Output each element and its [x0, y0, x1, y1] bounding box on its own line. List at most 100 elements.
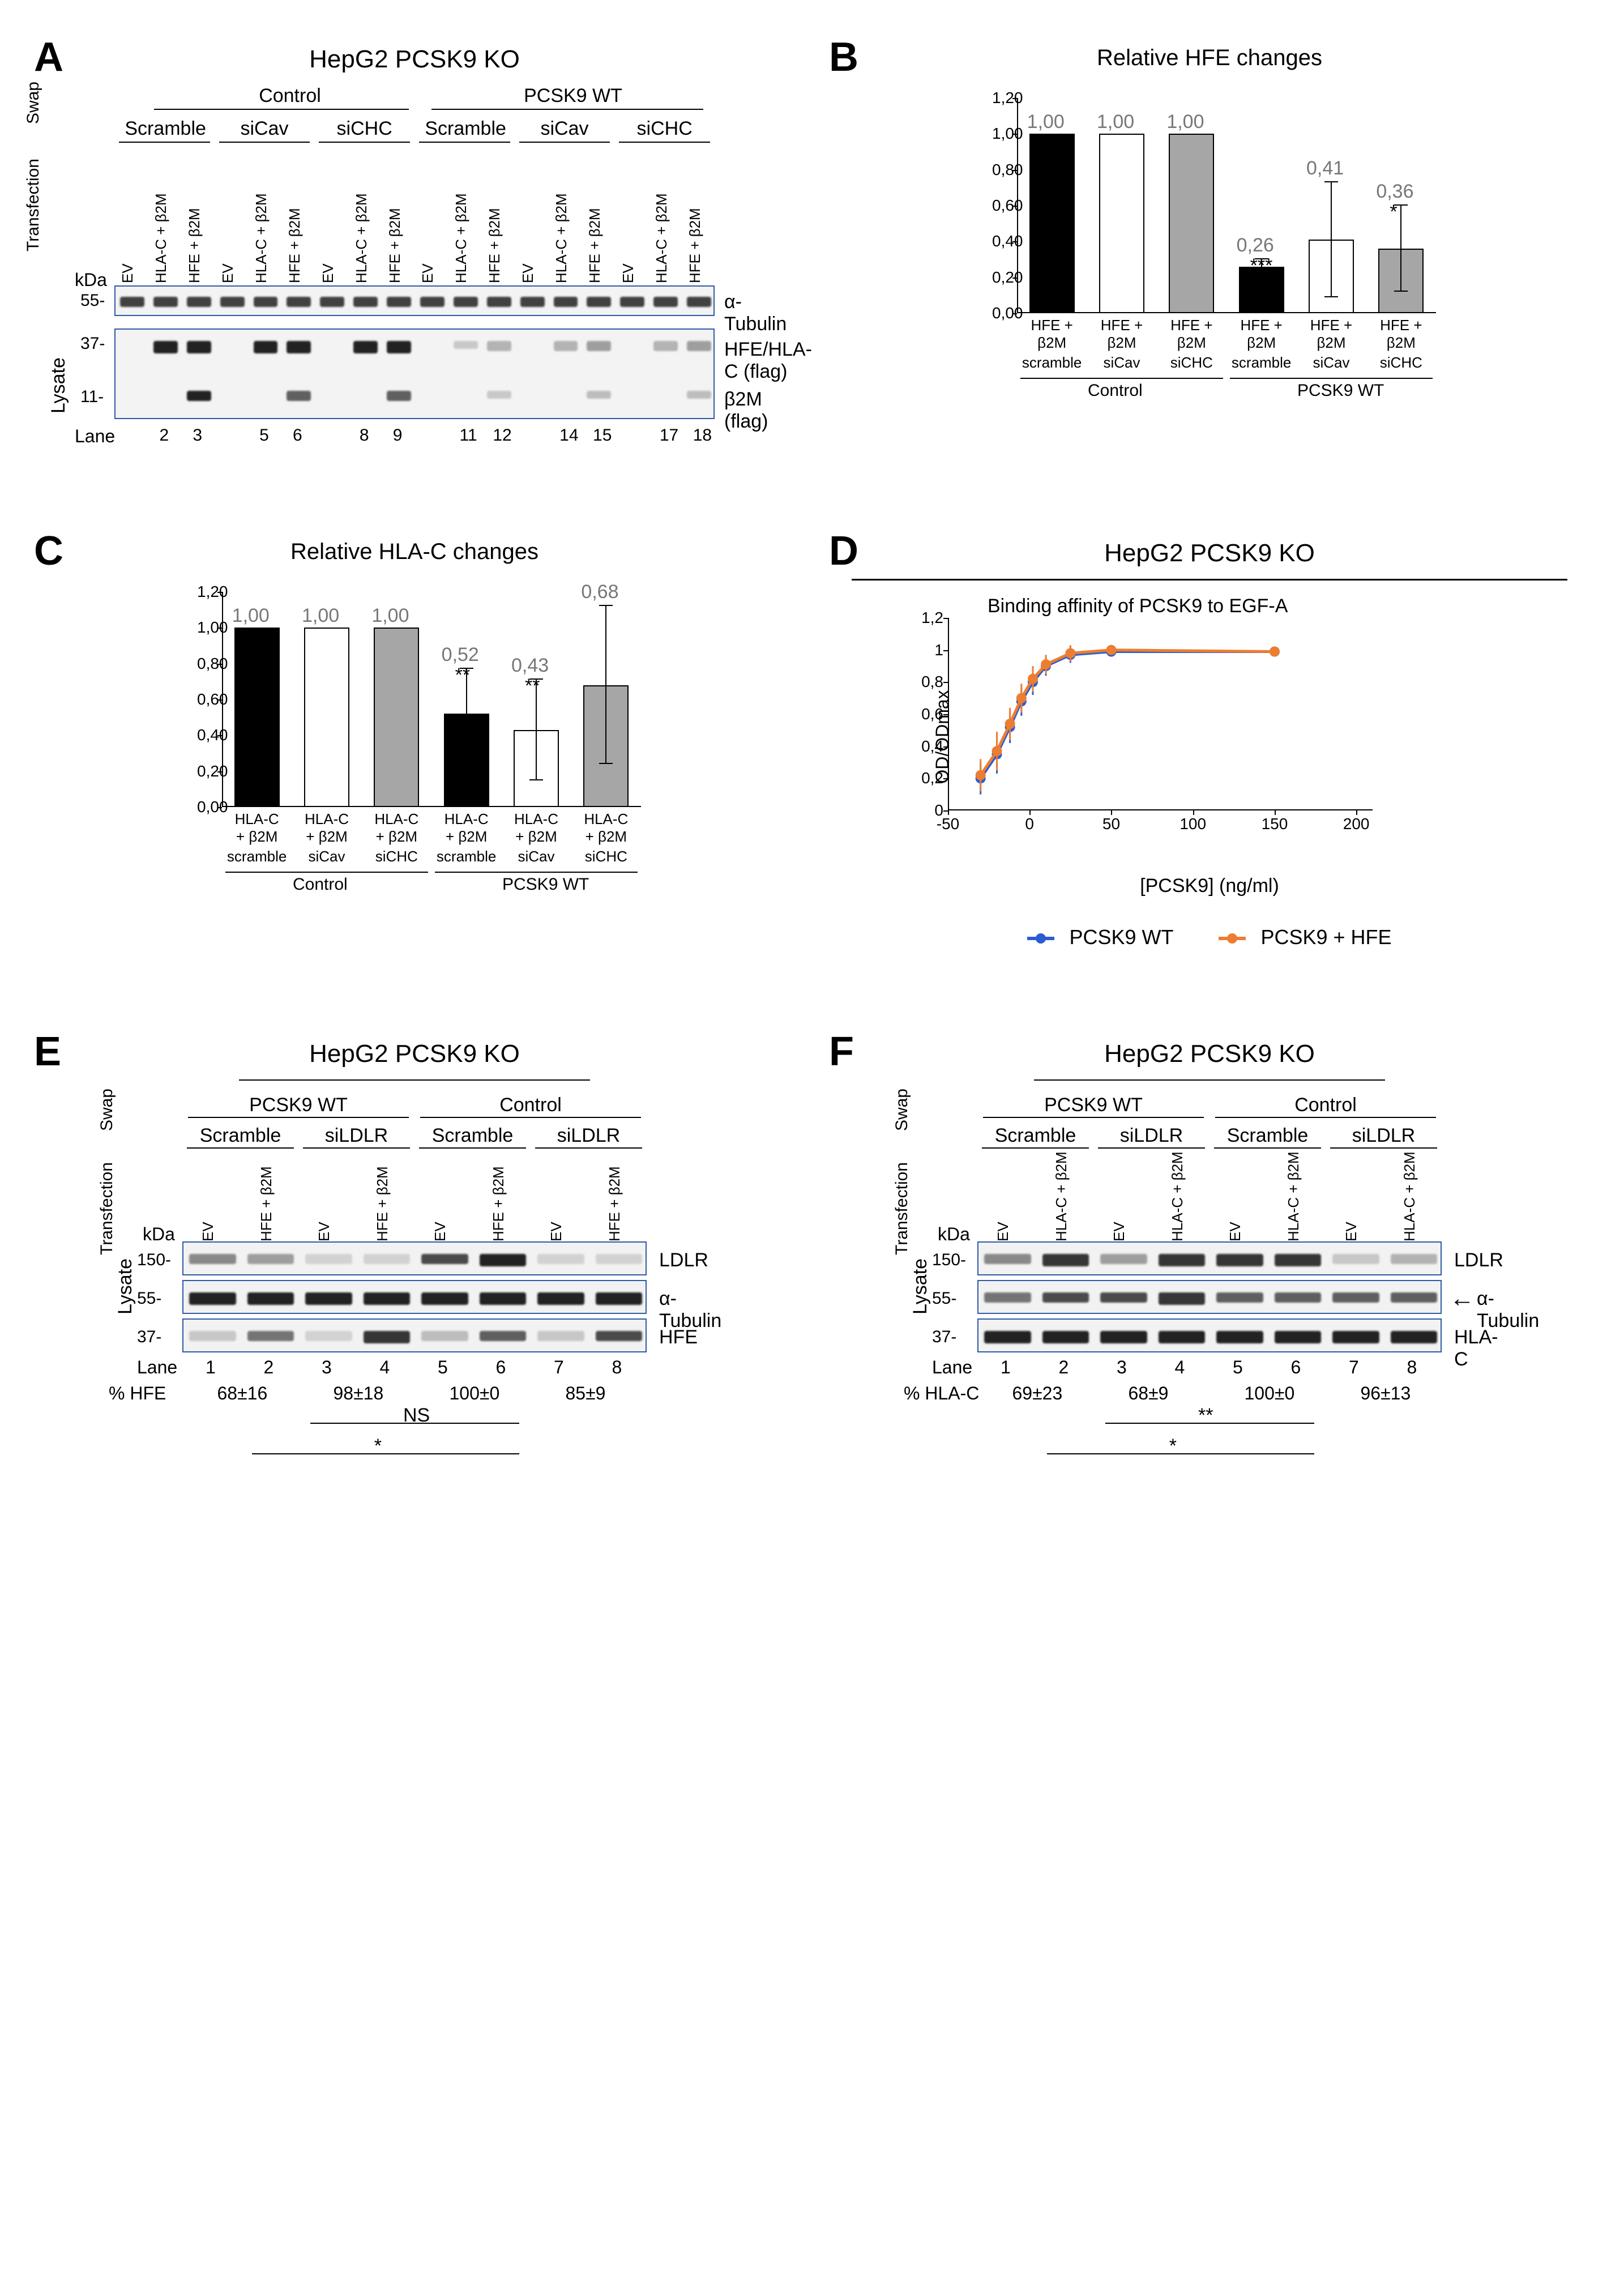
significance: * — [1169, 1435, 1177, 1457]
transfection-lane: HLA-C + β2M — [553, 193, 570, 283]
transfection-lane: HFE + β2M — [490, 1166, 507, 1241]
lane-number: 4 — [380, 1357, 390, 1378]
arrow-icon: ← — [1450, 1284, 1475, 1313]
lysate-label: Lysate — [909, 1258, 931, 1315]
swap-group-control: Control — [182, 85, 398, 107]
lane-number: 18 — [693, 426, 712, 445]
row-label-b2m: β2M (flag) — [724, 389, 768, 433]
swap-group-pcsk9: PCSK9 WT — [465, 85, 681, 107]
x-label: HFE + β2M — [1297, 317, 1365, 352]
panel-a: A HepG2 PCSK9 KO Swap Control PCSK9 WT S… — [57, 45, 772, 449]
si-group: siLDLR — [534, 1125, 643, 1147]
y-tick: 0,20 — [992, 268, 1015, 287]
kda-value: 37- — [137, 1328, 161, 1347]
y-tick: 0,80 — [992, 161, 1015, 179]
x-label: HLA-C + β2M — [433, 810, 501, 846]
swap-label: Swap — [892, 1089, 912, 1131]
row-label: α-Tubulin — [1477, 1288, 1539, 1332]
lane-number: 2 — [1059, 1357, 1069, 1378]
lane-number: 6 — [1291, 1357, 1301, 1378]
lane-number: 1 — [1001, 1357, 1011, 1378]
blot-row: α-Tubulin — [182, 1280, 647, 1314]
si-label: siCHC — [572, 848, 640, 865]
panel-a-headers: Swap Control PCSK9 WT ScramblesiCavsiCHC… — [114, 85, 715, 232]
bar — [304, 628, 349, 807]
kda-value: 55- — [932, 1289, 956, 1308]
bar-value: 0,36 — [1376, 181, 1413, 203]
percent-value: 68±16 — [217, 1383, 268, 1404]
transfection-lane: HFE + β2M — [258, 1166, 275, 1241]
bar-value: 0,52 — [442, 644, 479, 666]
y-tick: 0,80 — [197, 655, 220, 673]
bar — [1029, 134, 1075, 313]
si-label: siCHC — [1367, 354, 1435, 372]
x-tick: -50 — [931, 815, 965, 833]
lane-number: 1 — [206, 1357, 216, 1378]
y-tick: 0,00 — [197, 798, 220, 816]
significance: ** — [525, 675, 540, 697]
kda-label: kDa — [938, 1224, 970, 1245]
transfection-lane: HFE + β2M — [286, 208, 304, 283]
transfection-lane: HFE + β2M — [374, 1166, 391, 1241]
x-label: HFE + β2M — [1228, 317, 1296, 352]
transfection-lane: EV — [431, 1222, 449, 1241]
panel-e: E HepG2 PCSK9 KOSwapTransfectionPCSK9 WT… — [57, 1040, 772, 1469]
transfection-lane: EV — [119, 263, 136, 283]
row-label: LDLR — [659, 1249, 708, 1271]
lane-word: Lane — [75, 426, 115, 447]
lane-number: 6 — [293, 426, 302, 445]
transfection-lane: HFE + β2M — [386, 208, 404, 283]
panel-d: D HepG2 PCSK9 KO Binding affinity of PCS… — [852, 539, 1567, 949]
lane-numbers-row: Lane 235689111214151718 — [114, 426, 715, 449]
kda-value: 150- — [932, 1251, 966, 1270]
si-group: siCav — [525, 118, 604, 140]
transfection-lane: HLA-C + β2M — [653, 193, 670, 283]
lane-number: 9 — [393, 426, 403, 445]
y-tick: 0,6 — [921, 705, 943, 723]
y-tick: 0,2 — [921, 769, 943, 787]
si-group: siCHC — [625, 118, 704, 140]
chart-title: Relative HFE changes — [852, 45, 1567, 71]
blot-a-flag: HFE/HLA-C (flag) β2M (flag) — [114, 328, 715, 419]
y-tick: 0,4 — [921, 737, 943, 756]
kda-label: kDa — [75, 270, 107, 291]
y-tick: 1,00 — [197, 618, 220, 637]
lane-number: 8 — [612, 1357, 622, 1378]
transfection-label: Transfection — [24, 159, 43, 251]
significance: ** — [1198, 1405, 1213, 1427]
si-label: siCav — [1088, 354, 1156, 372]
transfection-label: Transfection — [97, 1162, 117, 1255]
group-label: Control — [1088, 381, 1143, 400]
kda-value: 150- — [137, 1251, 171, 1270]
si-label: siCav — [293, 848, 361, 865]
si-label: siCav — [1297, 354, 1365, 372]
percent-label: % HLA-C — [904, 1383, 979, 1404]
y-tick: 1,20 — [197, 583, 220, 601]
row-label: HFE — [659, 1326, 698, 1348]
percent-value: 98±18 — [334, 1383, 384, 1404]
lane-number: 3 — [1117, 1357, 1127, 1378]
lane-number: 3 — [193, 426, 202, 445]
lane-number: 7 — [554, 1357, 564, 1378]
significance: ** — [455, 664, 470, 686]
x-label: HFE + β2M — [1367, 317, 1435, 352]
transfection-lane: HLA-C + β2M — [1169, 1151, 1186, 1241]
kda-label: kDa — [143, 1224, 175, 1245]
bar-value: 1,00 — [1097, 111, 1134, 133]
x-label: HLA-C + β2M — [362, 810, 430, 846]
swap-group: PCSK9 WT — [199, 1094, 398, 1116]
row-label: HLA-C — [1454, 1326, 1498, 1371]
bar — [374, 628, 419, 807]
x-label: HLA-C + β2M — [223, 810, 291, 846]
row-label: α-Tubulin — [659, 1288, 721, 1332]
bar-value: 1,00 — [302, 605, 339, 627]
swap-group: Control — [431, 1094, 630, 1116]
transfection-lane: HLA-C + β2M — [152, 193, 170, 283]
transfection-lane: EV — [519, 263, 537, 283]
lane-number: 4 — [1175, 1357, 1185, 1378]
si-group: siLDLR — [1097, 1125, 1206, 1147]
blot-a-tubulin: α-Tubulin Lysate — [114, 285, 715, 316]
y-tick: 0,20 — [197, 762, 220, 780]
transfection-lane: EV — [315, 1222, 333, 1241]
transfection-lane: EV — [219, 263, 237, 283]
